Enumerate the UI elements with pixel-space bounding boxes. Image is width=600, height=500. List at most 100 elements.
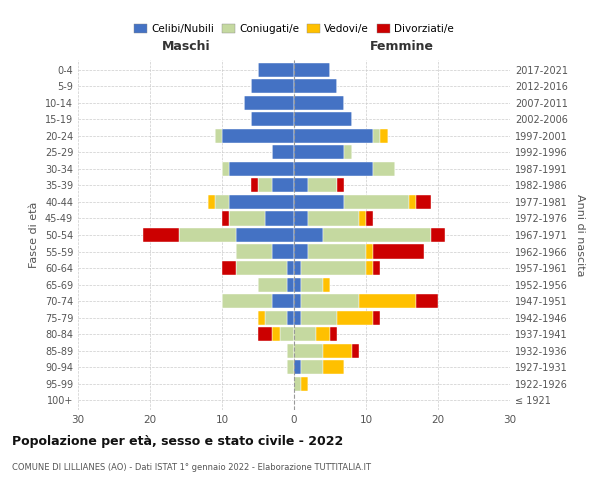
Bar <box>280 327 294 341</box>
Bar <box>294 294 301 308</box>
Bar <box>294 244 308 258</box>
Bar <box>179 228 236 242</box>
Bar <box>251 178 258 192</box>
Bar <box>294 344 323 357</box>
Text: Maschi: Maschi <box>161 40 211 52</box>
Bar <box>373 310 380 324</box>
Text: Popolazione per età, sesso e stato civile - 2022: Popolazione per età, sesso e stato civil… <box>12 435 343 448</box>
Text: COMUNE DI LILLIANES (AO) - Dati ISTAT 1° gennaio 2022 - Elaborazione TUTTITALIA.: COMUNE DI LILLIANES (AO) - Dati ISTAT 1°… <box>12 462 371 471</box>
Bar <box>316 327 330 341</box>
Bar <box>380 129 388 143</box>
Bar <box>294 112 352 126</box>
Bar <box>258 327 272 341</box>
Bar <box>373 162 395 176</box>
Bar <box>294 376 301 390</box>
Bar <box>416 294 438 308</box>
Bar <box>323 228 431 242</box>
Bar <box>251 80 294 94</box>
Bar <box>222 212 229 226</box>
Bar <box>258 178 272 192</box>
Bar <box>287 360 294 374</box>
Bar <box>244 96 294 110</box>
Bar <box>294 162 373 176</box>
Bar <box>294 278 301 291</box>
Bar <box>208 195 215 209</box>
Bar <box>294 63 330 77</box>
Bar <box>222 129 294 143</box>
Bar <box>236 244 272 258</box>
Text: Femmine: Femmine <box>370 40 434 52</box>
Y-axis label: Anni di nascita: Anni di nascita <box>575 194 584 276</box>
Bar <box>229 162 294 176</box>
Bar <box>409 195 416 209</box>
Bar <box>222 261 236 275</box>
Bar <box>272 146 294 160</box>
Bar <box>294 129 373 143</box>
Bar <box>323 344 352 357</box>
Bar <box>294 360 301 374</box>
Bar <box>294 195 344 209</box>
Bar <box>236 261 287 275</box>
Bar <box>416 195 431 209</box>
Bar <box>258 310 265 324</box>
Bar <box>359 294 416 308</box>
Bar <box>294 146 344 160</box>
Bar <box>301 261 366 275</box>
Bar <box>344 195 409 209</box>
Bar <box>287 310 294 324</box>
Bar <box>308 244 366 258</box>
Bar <box>287 344 294 357</box>
Bar <box>337 310 373 324</box>
Bar <box>344 146 352 160</box>
Bar <box>287 261 294 275</box>
Legend: Celibi/Nubili, Coniugati/e, Vedovi/e, Divorziati/e: Celibi/Nubili, Coniugati/e, Vedovi/e, Di… <box>130 20 458 38</box>
Bar <box>431 228 445 242</box>
Bar <box>294 178 308 192</box>
Bar <box>373 129 380 143</box>
Bar <box>301 294 359 308</box>
Bar <box>229 212 265 226</box>
Bar <box>272 327 280 341</box>
Bar <box>258 278 287 291</box>
Bar <box>366 261 373 275</box>
Bar <box>294 212 308 226</box>
Bar <box>373 244 424 258</box>
Bar <box>143 228 179 242</box>
Bar <box>366 212 373 226</box>
Bar <box>294 310 301 324</box>
Bar <box>215 195 229 209</box>
Bar <box>294 96 344 110</box>
Bar <box>294 80 337 94</box>
Bar <box>373 261 380 275</box>
Bar <box>308 212 359 226</box>
Bar <box>330 327 337 341</box>
Bar <box>323 360 344 374</box>
Bar <box>222 162 229 176</box>
Bar <box>301 310 337 324</box>
Bar <box>359 212 366 226</box>
Bar <box>265 310 287 324</box>
Bar <box>236 228 294 242</box>
Bar <box>308 178 337 192</box>
Bar <box>222 294 272 308</box>
Bar <box>294 261 301 275</box>
Bar <box>258 63 294 77</box>
Bar <box>301 360 323 374</box>
Bar <box>294 327 316 341</box>
Bar <box>366 244 373 258</box>
Bar <box>229 195 294 209</box>
Bar <box>265 212 294 226</box>
Bar <box>272 244 294 258</box>
Bar <box>337 178 344 192</box>
Bar <box>272 294 294 308</box>
Bar <box>301 376 308 390</box>
Bar <box>301 278 323 291</box>
Bar <box>215 129 222 143</box>
Bar <box>294 228 323 242</box>
Bar <box>251 112 294 126</box>
Y-axis label: Fasce di età: Fasce di età <box>29 202 39 268</box>
Bar <box>287 278 294 291</box>
Bar <box>323 278 330 291</box>
Bar <box>272 178 294 192</box>
Bar <box>352 344 359 357</box>
